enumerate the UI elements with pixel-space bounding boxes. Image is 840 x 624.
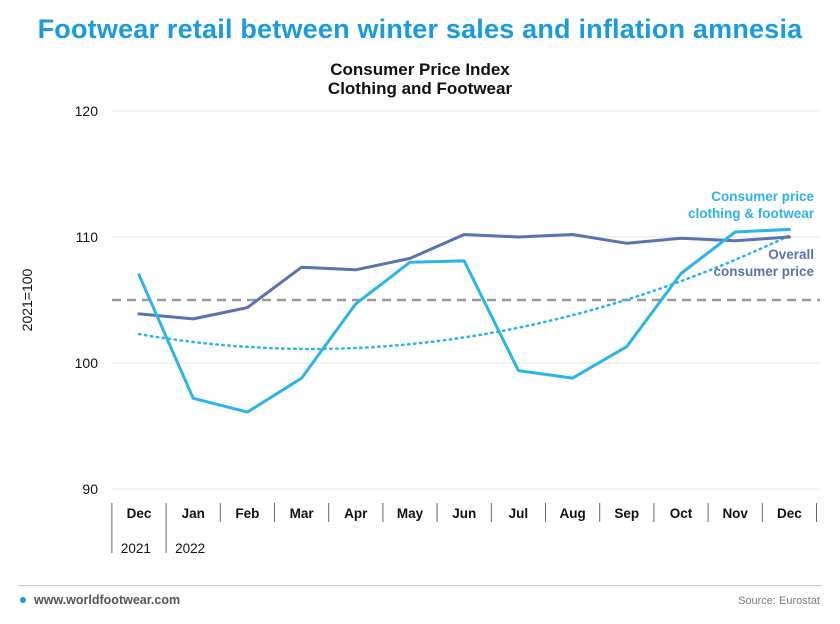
series-label-clothing-line1: Consumer price: [711, 189, 814, 204]
footer-divider: [18, 585, 822, 586]
series-label-overall-line1: Overall: [768, 247, 814, 262]
chart-subtitle: Clothing and Footwear: [328, 79, 513, 98]
x-tick-label: Jan: [182, 506, 205, 521]
x-tick-label: Mar: [290, 506, 315, 521]
x-tick-label: Apr: [344, 506, 368, 521]
bullet-dot-icon: [20, 597, 26, 603]
y-tick-label: 110: [76, 229, 99, 245]
y-tick-label: 100: [75, 355, 99, 371]
x-tick-label: Aug: [559, 506, 585, 521]
x-tick-label: Feb: [235, 506, 259, 521]
x-tick-label: May: [397, 506, 424, 521]
y-tick-label: 120: [75, 103, 99, 119]
series-label-overall-line2: consumer price: [713, 264, 814, 279]
y-tick-label: 90: [82, 481, 98, 497]
x-tick-label: Jun: [452, 506, 476, 521]
footer-site-link[interactable]: www.worldfootwear.com: [34, 593, 181, 607]
x-tick-label: Oct: [670, 506, 693, 521]
x-tick-label: Dec: [777, 506, 802, 521]
chart-title: Consumer Price Index: [330, 60, 510, 79]
footer-site[interactable]: www.worldfootwear.com: [20, 593, 180, 607]
page-headline: Footwear retail between winter sales and…: [37, 14, 803, 44]
series-label-clothing-line2: clothing & footwear: [688, 206, 815, 221]
x-tick-label: Jul: [509, 506, 529, 521]
year-label: 2021: [121, 541, 151, 556]
trendline: [137, 234, 791, 351]
series-line-clothing-footwear: [137, 227, 791, 414]
x-tick-label: Sep: [614, 506, 639, 521]
x-tick-label: Dec: [127, 506, 152, 521]
series-line-overall: [137, 233, 791, 321]
year-label: 2022: [175, 541, 205, 556]
y-axis-label: 2021=100: [19, 268, 35, 331]
x-tick-label: Nov: [722, 506, 748, 521]
footer-source: Source: Eurostat: [738, 595, 820, 607]
